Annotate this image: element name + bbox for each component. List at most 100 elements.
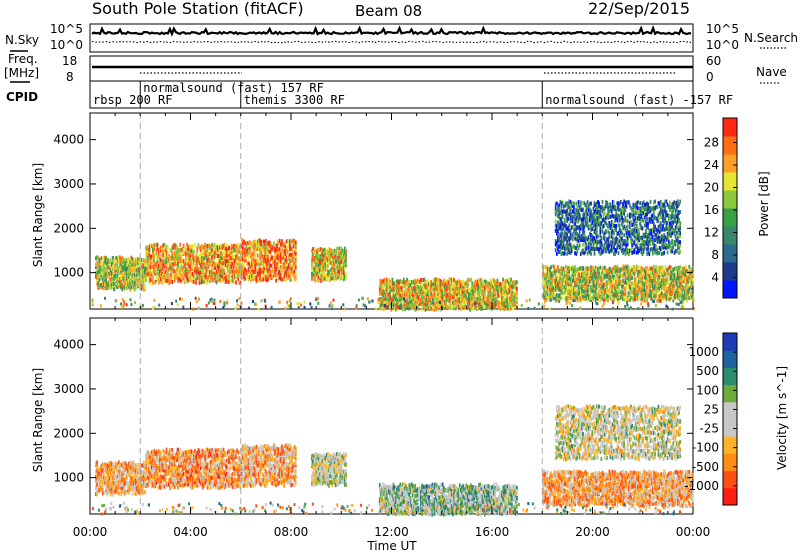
power-echo-cell bbox=[139, 260, 142, 265]
power-echo-cell bbox=[616, 271, 619, 276]
power-echo-cell bbox=[390, 299, 393, 304]
power-echo-cell bbox=[609, 267, 612, 272]
power-echo-cell bbox=[557, 232, 559, 236]
power-echo-cell bbox=[409, 295, 412, 300]
power-echo-cell bbox=[551, 290, 554, 295]
power-echo-cell bbox=[675, 272, 678, 277]
power-echo-cell bbox=[576, 243, 579, 248]
power-echo-cell bbox=[592, 279, 595, 284]
power-echo-cell bbox=[595, 274, 598, 279]
power-echo-cell bbox=[245, 247, 248, 252]
power-echo-cell bbox=[103, 256, 105, 261]
power-echo-cell bbox=[633, 293, 636, 298]
power-echo-cell bbox=[113, 274, 116, 279]
power-echo-cell bbox=[263, 247, 266, 252]
power-echo-cell bbox=[115, 266, 118, 271]
power-echo-cell bbox=[542, 267, 545, 272]
power-echo-cell bbox=[677, 291, 679, 296]
power-echo-cell bbox=[608, 276, 611, 281]
power-echo-cell bbox=[466, 277, 469, 282]
power-echo-cell bbox=[439, 286, 442, 291]
power-echo-cell bbox=[174, 254, 177, 259]
power-echo-cell bbox=[556, 240, 558, 245]
power-echo-cell bbox=[585, 246, 588, 251]
power-echo-cell bbox=[567, 288, 570, 293]
power-echo-cell bbox=[232, 248, 235, 253]
power-echo-cell bbox=[236, 274, 238, 279]
power-echo-cell bbox=[562, 277, 565, 282]
power-echo-cell bbox=[689, 278, 692, 283]
power-echo-cell bbox=[208, 276, 211, 280]
power-echo-cell bbox=[600, 275, 603, 279]
power-echo-cell bbox=[586, 298, 589, 303]
power-echo-cell bbox=[667, 279, 670, 284]
power-echo-cell bbox=[380, 281, 382, 286]
power-echo-cell bbox=[336, 246, 338, 251]
power-echo-cell bbox=[337, 273, 339, 278]
power-echo-cell bbox=[276, 272, 279, 277]
power-echo-cell bbox=[424, 283, 427, 288]
power-echo-cell bbox=[229, 255, 232, 260]
power-echo-cell bbox=[434, 301, 437, 305]
power-echo-cell bbox=[203, 279, 205, 284]
power-echo-cell bbox=[176, 255, 178, 260]
power-echo-cell bbox=[321, 256, 324, 261]
power-echo-cell bbox=[238, 266, 241, 271]
power-echo-cell bbox=[437, 278, 439, 283]
power-echo-cell bbox=[181, 247, 184, 252]
power-echo-cell bbox=[145, 246, 148, 251]
power-echo-cell bbox=[332, 270, 335, 275]
power-echo-cell bbox=[655, 290, 658, 295]
power-echo-cell bbox=[187, 253, 190, 258]
power-echo-cell bbox=[441, 300, 444, 305]
power-echo-cell bbox=[627, 285, 630, 290]
power-echo-cell bbox=[162, 243, 165, 248]
power-echo-cell bbox=[152, 275, 154, 280]
power-echo-cell bbox=[614, 286, 616, 291]
power-echo-cell bbox=[635, 289, 638, 294]
power-echo-cell bbox=[392, 287, 395, 291]
power-echo-cell bbox=[463, 291, 466, 295]
power-echo-cell bbox=[390, 287, 393, 291]
power-echo-cell bbox=[495, 287, 498, 292]
power-echo-cell bbox=[500, 299, 502, 304]
power-echo-cell bbox=[276, 264, 279, 269]
power-echo-cell bbox=[342, 274, 345, 279]
power-echo-cell bbox=[293, 242, 296, 247]
power-echo-cell bbox=[610, 293, 613, 298]
power-echo-cell bbox=[254, 263, 257, 268]
power-echo-cell bbox=[294, 242, 297, 247]
power-echo-cell bbox=[550, 291, 552, 296]
power-echo-cell bbox=[207, 264, 210, 269]
power-echo-cell bbox=[321, 248, 324, 252]
power-echo-cell bbox=[111, 275, 113, 280]
power-echo-cell bbox=[119, 284, 121, 289]
power-echo-cell bbox=[279, 264, 282, 269]
power-echo-cell bbox=[313, 249, 316, 254]
power-echo-cell bbox=[590, 270, 592, 275]
power-echo-cell bbox=[320, 254, 322, 259]
power-echo-cell bbox=[426, 294, 429, 299]
power-echo-cell bbox=[293, 253, 296, 258]
power-echo-cell bbox=[482, 305, 485, 309]
power-echo-cell bbox=[426, 291, 429, 296]
power-echo-cell bbox=[632, 298, 635, 303]
power-echo-cell bbox=[251, 254, 253, 259]
power-echo-cell bbox=[180, 275, 183, 280]
power-echo-cell bbox=[103, 261, 105, 266]
power-echo-cell bbox=[218, 268, 220, 272]
power-echo-cell bbox=[672, 295, 675, 300]
power-echo-cell bbox=[388, 301, 390, 305]
power-echo-cell bbox=[585, 293, 588, 298]
power-echo-cell bbox=[331, 249, 334, 254]
power-echo-cell bbox=[457, 286, 460, 290]
power-echo-cell bbox=[546, 281, 549, 286]
power-echo-cell bbox=[145, 271, 148, 276]
power-echo-cell bbox=[610, 288, 613, 292]
power-echo-cell bbox=[111, 262, 113, 267]
power-echo-cell bbox=[687, 279, 690, 284]
power-echo-cell bbox=[595, 267, 598, 272]
power-echo-cell bbox=[417, 279, 420, 284]
power-echo-cell bbox=[633, 295, 636, 300]
power-echo-cell bbox=[284, 247, 287, 252]
